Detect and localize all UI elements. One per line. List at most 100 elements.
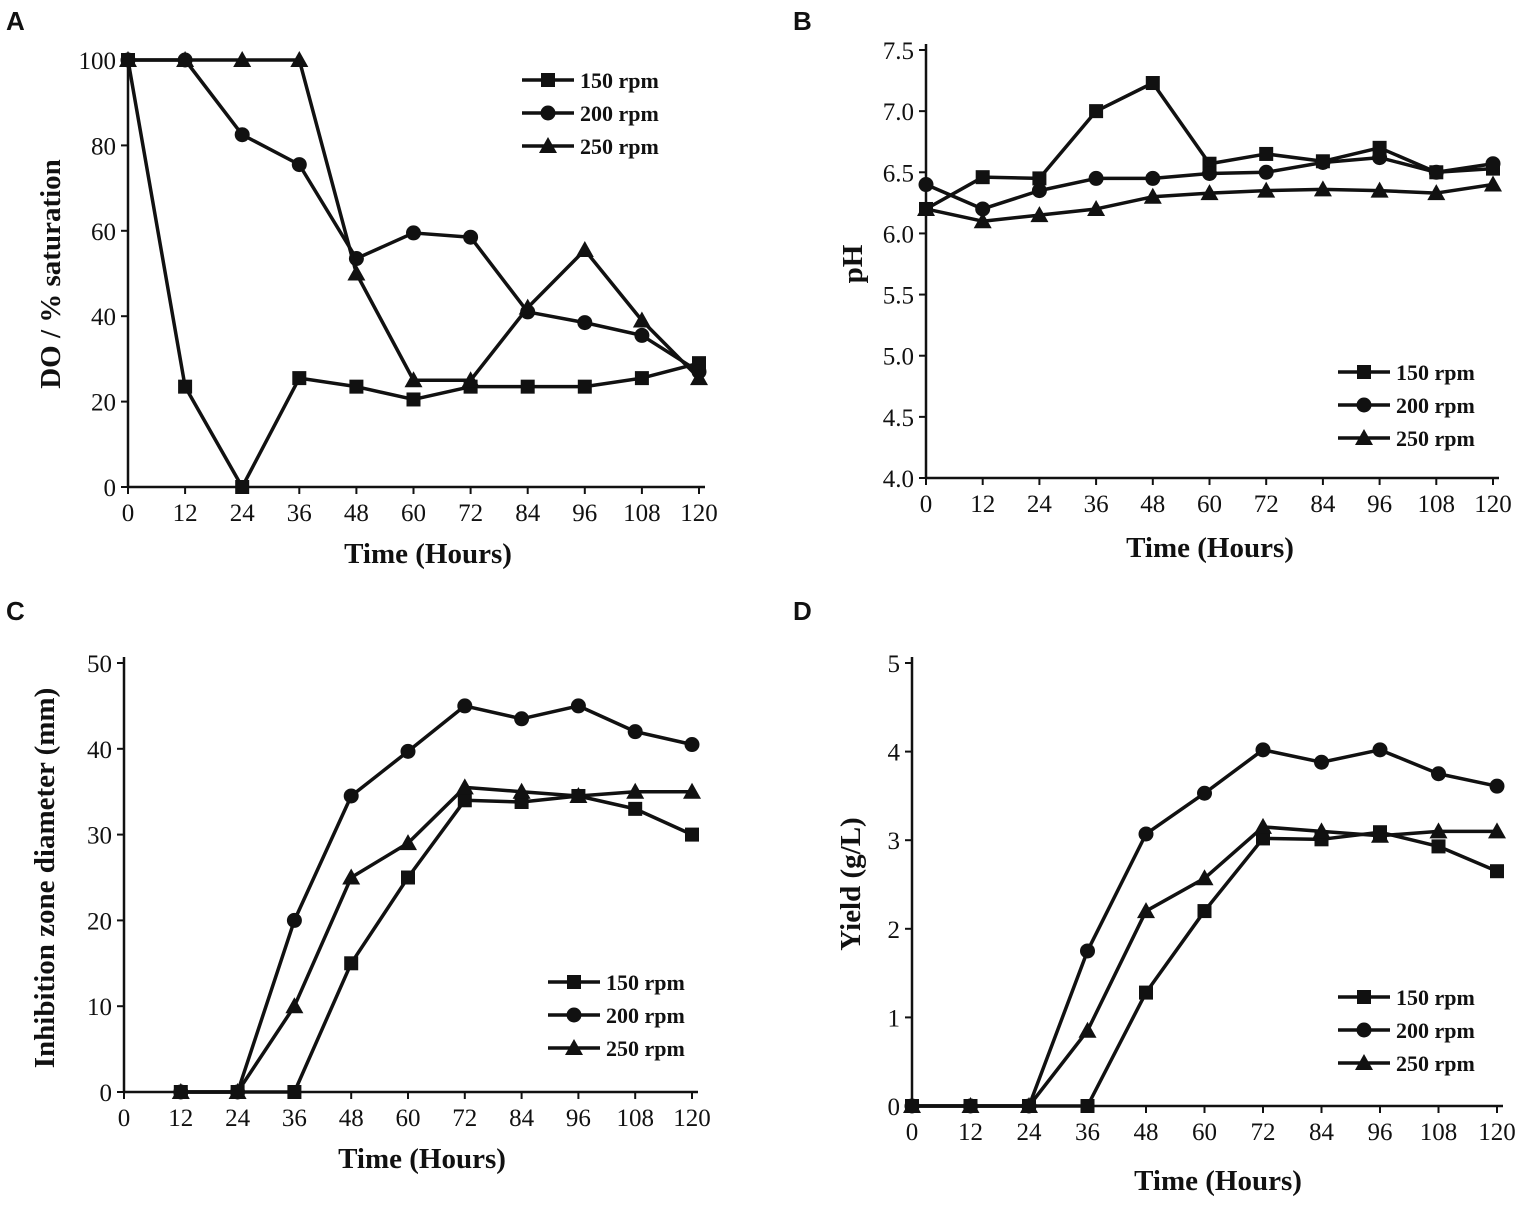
panel-d-x-tick-label: 0: [906, 1119, 919, 1146]
panel-c-letter: C: [6, 596, 25, 626]
panel-b-data-point: [973, 212, 992, 229]
panel-a-x-tick-label: 12: [173, 500, 198, 527]
panel-b-y-tick-label: 5.5: [883, 283, 914, 310]
panel-b-legend-marker: [1357, 365, 1371, 379]
panel-b-y-axis-title: pH: [837, 244, 869, 283]
panel-b-data-point: [1145, 76, 1160, 91]
panel-b-data-point: [1372, 150, 1388, 166]
panel-a-data-point: [349, 379, 364, 394]
panel-b-x-tick-label: 120: [1474, 491, 1512, 518]
panel-c-x-tick-label: 12: [168, 1105, 193, 1132]
panel-c-data-point: [627, 724, 643, 740]
panel-d-x-tick-label: 60: [1192, 1119, 1217, 1146]
panel-b-data-point: [1370, 181, 1389, 198]
panel-d-x-axis-title: Time (Hours): [1134, 1165, 1302, 1197]
panel-b-data-point: [1259, 146, 1274, 161]
panel-a-data-point: [406, 225, 421, 241]
panel-d-x-tick-label: 24: [1017, 1119, 1043, 1146]
panel-d-y-tick-label: 2: [888, 917, 901, 944]
panel-a-data-point: [291, 157, 307, 173]
panel-c-legend: 150 rpm 200 rpm 250 rpm: [548, 970, 685, 1061]
panel-c-data-point: [684, 737, 700, 753]
panel-a-data-point: [119, 51, 137, 67]
panel-b-y-tick-label: 6.0: [883, 221, 914, 248]
panel-c-legend-marker: [566, 1007, 582, 1023]
panel-a-data-point: [463, 229, 479, 245]
panel-d-y-tick-label: 4: [888, 740, 901, 767]
panel-b-y-tick-label: 4.5: [883, 405, 914, 432]
panel-b-y-tick-label: 4.0: [883, 466, 914, 493]
panel-d-data-point: [1429, 822, 1448, 839]
panel-b-data-point: [1143, 187, 1162, 204]
panel-c-y-tick-label: 40: [87, 737, 112, 764]
panel-a-data-point: [577, 379, 592, 394]
panel-c-legend-label: 200 rpm: [606, 1003, 685, 1028]
panel-a-legend-marker: [541, 73, 555, 87]
panel-b-data-point: [1031, 183, 1047, 199]
panel-c-y-tick-label: 10: [87, 994, 112, 1021]
panel-b-data-point: [975, 201, 991, 217]
panel-a-y-axis-title: DO / % saturation: [35, 159, 67, 389]
panel-b-letter: B: [793, 6, 812, 36]
panel-c-data-point: [455, 778, 474, 795]
panel-b-x-tick-label: 72: [1254, 491, 1279, 518]
panel-d-legend-marker: [1357, 990, 1371, 1004]
panel-c-data-point: [287, 1085, 302, 1099]
panel-c-legend-marker: [567, 975, 581, 989]
panel-d-data-point: [1195, 869, 1214, 886]
panel-b-data-point: [1258, 164, 1274, 180]
panel-c-data-point: [401, 870, 415, 885]
panel-a-data-point: [632, 311, 651, 328]
panel-b-y-tick-label: 5.0: [883, 344, 914, 371]
panel-d-data-point: [1314, 754, 1329, 770]
panel-a-data-point: [461, 371, 480, 388]
panel-d-data-point: [1078, 1021, 1097, 1038]
panel-c-x-tick-label: 24: [225, 1105, 251, 1132]
panel-a-x-tick-label: 24: [230, 500, 256, 527]
panel-c-data-point: [683, 782, 701, 799]
panel-d-legend-label: 200 rpm: [1396, 1018, 1475, 1043]
panel-c-series-circle-line: [180, 704, 693, 1094]
panel-d-x-tick-label: 36: [1075, 1119, 1100, 1146]
panel-c-x-tick-label: 0: [118, 1105, 131, 1132]
panel-a-y-tick-label: 80: [91, 133, 116, 160]
panel-b-x-tick-label: 0: [920, 491, 933, 518]
panel-c-x-tick-label: 36: [282, 1105, 307, 1132]
panel-a-data-point: [520, 379, 535, 394]
panel-d-data-point: [1254, 817, 1272, 834]
panel-b-x-tick-label: 12: [970, 491, 995, 518]
panel-d-y-tick-label: 0: [888, 1094, 901, 1121]
panel-b-data-point: [918, 177, 934, 193]
panel-c-data-point: [228, 1083, 247, 1099]
panel-a-x-tick-label: 96: [572, 500, 597, 527]
panel-d-x-tick-label: 96: [1368, 1119, 1393, 1146]
panel-a-x-tick-label: 36: [287, 500, 312, 527]
panel-d-y-tick-label: 5: [888, 651, 901, 678]
panel-a-x-tick-label: 60: [401, 500, 426, 527]
panel-a-legend-marker: [540, 105, 556, 121]
panel-b-legend-label: 250 rpm: [1396, 426, 1475, 451]
panel-d-data-point: [1255, 742, 1271, 758]
panel-b-data-point: [975, 170, 990, 185]
panel-b-data-point: [917, 199, 935, 216]
panel-d-data-point: [1139, 985, 1153, 1000]
panel-b-data-point: [1315, 155, 1331, 171]
panel-d-y-axis-title: Yield (g/L): [835, 817, 867, 950]
panel-a-y-tick-label: 60: [91, 219, 116, 246]
panel-b-y-tick-label: 6.5: [883, 160, 914, 187]
panel-d-data-point: [961, 1097, 980, 1113]
panel-b-data-point: [1032, 171, 1047, 186]
panel-c-x-tick-label: 48: [339, 1105, 364, 1132]
panel-d-x-tick-label: 72: [1251, 1119, 1276, 1146]
panel-c-legend-label: 150 rpm: [606, 970, 685, 995]
panel-b-data-point: [1485, 156, 1501, 172]
panel-d-letter: D: [793, 596, 812, 626]
panel-a-data-point: [634, 327, 650, 343]
panel-b-legend-marker: [1356, 397, 1372, 413]
panel-c-y-tick-label: 20: [87, 908, 112, 935]
panel-b-data-point: [1087, 199, 1106, 216]
panel-c-x-tick-label: 120: [673, 1105, 711, 1132]
panel-b-y-tick-label: 7.5: [883, 38, 914, 65]
panel-d-data-point: [1371, 826, 1389, 843]
